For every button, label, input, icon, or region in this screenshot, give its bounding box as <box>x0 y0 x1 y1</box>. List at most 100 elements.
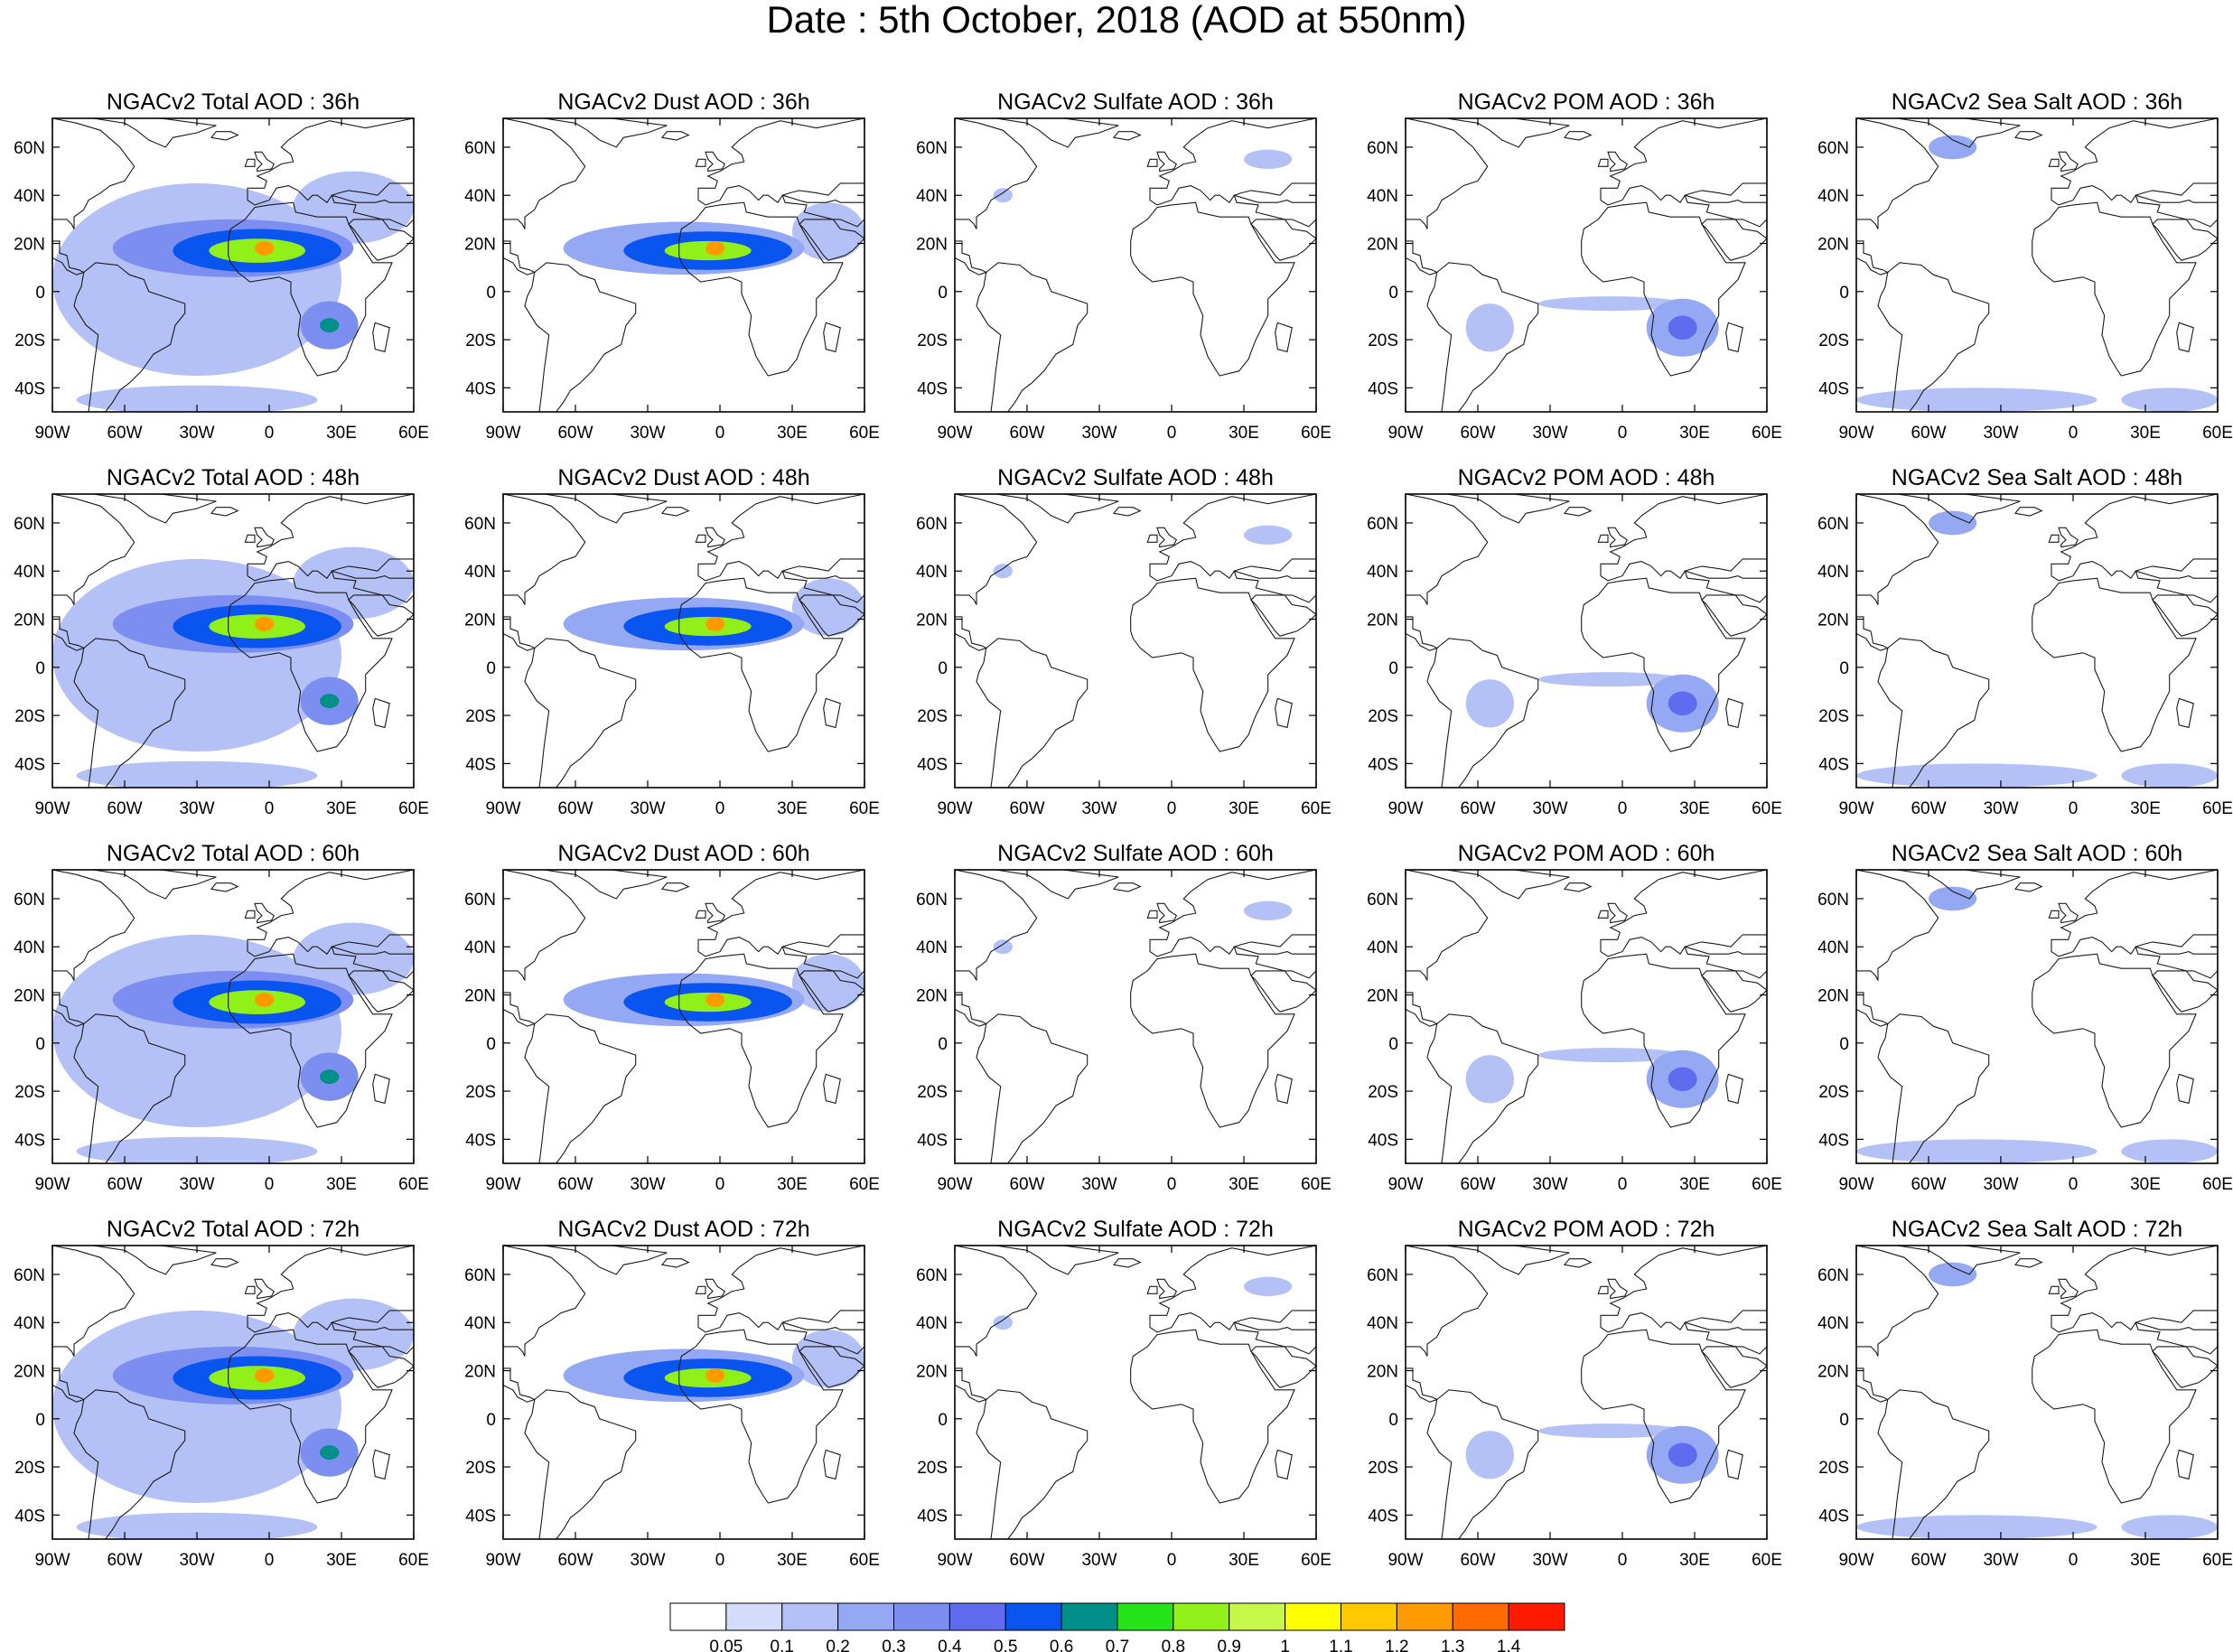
y-tick-label: 40S <box>465 379 496 398</box>
coastlines <box>503 494 864 788</box>
y-tick-label: 60N <box>916 1266 948 1285</box>
coastline-iceland <box>1563 507 1593 517</box>
x-tick-label: 30W <box>630 424 665 443</box>
x-tick-label: 30E <box>1679 799 1710 818</box>
y-tick-label: 40N <box>1367 563 1398 582</box>
y-tick-label: 40N <box>464 1314 496 1333</box>
x-tick-label: 0 <box>1167 1175 1177 1194</box>
y-tick-label: 0 <box>486 659 496 678</box>
y-tick-label: 60N <box>916 515 948 534</box>
map-panel: NGACv2 Total AOD : 60h 90W 60W 30W 0 30E 60E 60… <box>14 841 429 1194</box>
map-panel: NGACv2 Total AOD : 72h 90W 60W 30W 0 30E 60E 60… <box>14 1217 429 1570</box>
y-tick-label: 40S <box>917 1131 948 1150</box>
coastlines <box>503 118 864 412</box>
coastline-europe <box>697 118 864 206</box>
x-tick-label: 90W <box>1838 1551 1873 1570</box>
coastline-southAmerica <box>73 1389 186 1539</box>
coastline-britain <box>2058 151 2079 173</box>
y-tick-label: 40S <box>14 755 45 774</box>
aod-field <box>1465 672 1719 733</box>
y-tick-label: 40S <box>917 379 948 398</box>
x-tick-label: 30W <box>630 1175 665 1194</box>
aod-plume <box>1244 1276 1293 1296</box>
x-tick-label: 60E <box>849 424 880 443</box>
coastline-arabia <box>1250 1346 1316 1388</box>
y-tick-label: 20N <box>14 236 45 255</box>
map-panel: NGACv2 Sulfate AOD : 36h 90W 60W 30W 0 30E 60E… <box>916 89 1331 443</box>
coastline-madagascar <box>823 322 841 353</box>
coastlines <box>955 1246 1316 1539</box>
aod-field <box>1465 1423 1719 1484</box>
coastline-arabia <box>348 1346 414 1388</box>
coastline-iceland <box>210 882 239 892</box>
x-tick-label: 30W <box>1532 1175 1567 1194</box>
map-frame <box>51 493 415 789</box>
coastlines <box>52 118 414 412</box>
panel-title: NGACv2 POM AOD : 60h <box>1458 841 1715 866</box>
coastline-northAmerica <box>503 1246 586 1357</box>
x-tick-label: 30E <box>777 799 808 818</box>
colorbar-swatch <box>1116 1602 1174 1631</box>
coastline-southAmerica <box>976 638 1088 788</box>
y-tick-label: 60N <box>1367 515 1398 534</box>
aod-plume <box>255 240 275 256</box>
x-tick-label: 30E <box>777 424 808 443</box>
coastline-arabia <box>2152 594 2218 637</box>
coastline-asiaMinor <box>331 946 414 979</box>
coastline-europe <box>2051 1246 2218 1333</box>
y-tick-label: 20N <box>916 1363 948 1382</box>
coastline-europe <box>1600 118 1767 206</box>
y-tick-label: 20S <box>465 707 496 726</box>
x-tick-label: 0 <box>715 799 725 818</box>
coastline-madagascar <box>1725 1449 1743 1480</box>
x-tick-label: 90W <box>485 1551 520 1570</box>
x-tick-label: 0 <box>265 424 275 443</box>
coastlines <box>955 870 1316 1163</box>
coastline-iceland <box>660 507 690 517</box>
x-tick-label: 30W <box>179 799 214 818</box>
y-tick-label: 20N <box>1367 987 1398 1006</box>
x-tick-label: 0 <box>2069 799 2079 818</box>
coastline-ireland <box>1146 158 1158 167</box>
coastline-britain <box>1156 1278 1178 1300</box>
y-tick-label: 20S <box>1818 1083 1849 1102</box>
panel-title: NGACv2 Sulfate AOD : 48h <box>997 465 1274 490</box>
x-tick-label: 60W <box>557 1551 593 1570</box>
aod-plume <box>1244 149 1293 169</box>
coastline-northAmerica <box>1406 870 1489 981</box>
y-tick-label: 60N <box>464 515 496 534</box>
x-tick-label: 30E <box>1229 799 1259 818</box>
x-tick-label: 60W <box>1911 799 1946 818</box>
coastline-ireland <box>1597 534 1609 543</box>
coastline-africa <box>1130 577 1295 752</box>
y-tick-label: 40S <box>14 1507 45 1526</box>
x-tick-label: 0 <box>715 424 725 443</box>
coastline-ireland <box>2048 1285 2060 1294</box>
y-tick-label: 20N <box>916 236 948 255</box>
y-tick-label: 40N <box>916 187 948 206</box>
x-tick-label: 30E <box>326 1551 357 1570</box>
x-tick-label: 60W <box>1460 1551 1495 1570</box>
coastline-africa <box>1130 1329 1295 1504</box>
map-frame <box>954 117 1317 413</box>
x-tick-label: 60E <box>1301 424 1331 443</box>
x-tick-label: 90W <box>1387 1175 1423 1194</box>
y-tick-label: 20N <box>1817 611 1849 630</box>
coastlines <box>1406 494 1767 788</box>
y-tick-label: 40S <box>1368 379 1398 398</box>
coastlines <box>1856 1246 2218 1539</box>
map-panel: NGACv2 POM AOD : 72h 90W 60W 30W 0 30E 60E 60N 4… <box>1367 1217 1782 1570</box>
y-tick-label: 0 <box>938 1035 948 1054</box>
x-tick-label: 30W <box>1081 799 1116 818</box>
coastline-arabia <box>799 219 864 261</box>
map-frame <box>51 117 415 413</box>
coastline-iceland <box>660 1258 690 1268</box>
coastline-greenland <box>995 870 1119 900</box>
map-panel: NGACv2 Total AOD : 36h 90W 60W 30W 0 30E 60E 60… <box>14 89 429 443</box>
map-panel: NGACv2 Sulfate AOD : 48h 90W 60W 30W 0 30E 60E… <box>916 465 1331 818</box>
x-tick-label: 60E <box>2202 1551 2233 1570</box>
aod-field <box>1856 510 2218 788</box>
x-tick-label: 0 <box>1167 424 1177 443</box>
map-panel: NGACv2 Dust AOD : 72h 90W 60W 30W 0 30E 60E 60N… <box>464 1217 880 1570</box>
coastline-northAmerica <box>1406 118 1489 229</box>
